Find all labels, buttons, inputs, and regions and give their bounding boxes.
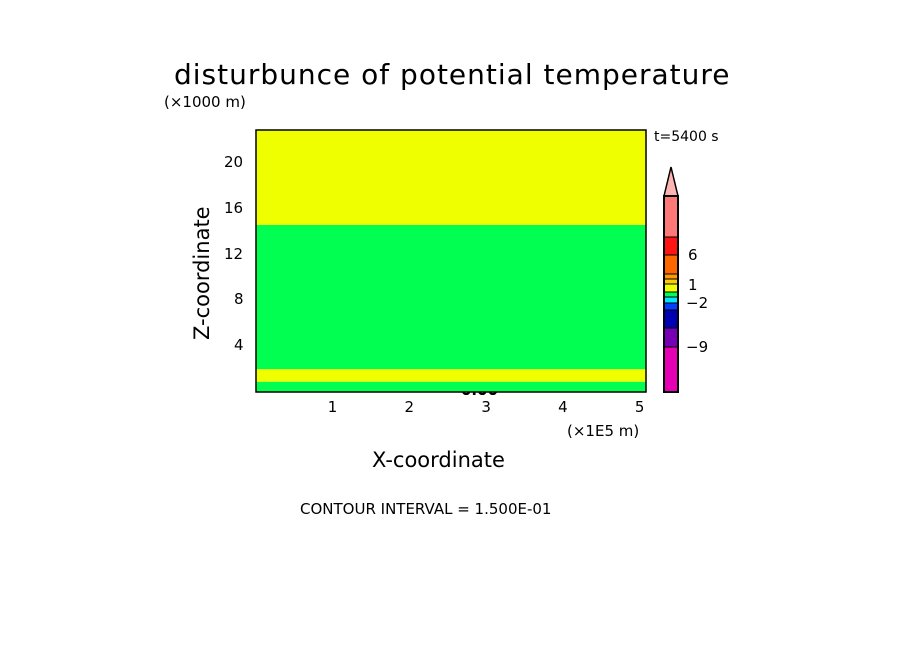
y-tick-label: 12 (224, 244, 244, 263)
y-tick-label: 8 (234, 290, 244, 309)
x-tick-label: 3 (481, 398, 491, 416)
colorbar-segment (663, 296, 679, 304)
colorbar-segment (663, 309, 679, 329)
colorbar-segment (663, 273, 679, 280)
contour-band (256, 369, 646, 382)
colorbar-segment (663, 346, 679, 393)
colorbar-segment (663, 236, 679, 256)
colorbar-segment (663, 291, 679, 298)
x-tick-label: 2 (404, 398, 415, 416)
colorbar-extend-arrow (663, 166, 679, 197)
contour-band (256, 381, 646, 392)
plot-frame (255, 129, 647, 393)
colorbar-segment (663, 283, 679, 293)
chart-title: disturbunce of potential temperature (174, 58, 731, 91)
colorbar-segment (663, 302, 679, 311)
x-tick-label: 1 (327, 398, 338, 416)
y-tick-label: 4 (234, 336, 244, 355)
colorbar-frame (663, 195, 679, 393)
x-tick-label: 4 (558, 398, 568, 416)
y-tick-label: 20 (224, 153, 244, 172)
colorbar-segment (663, 195, 679, 238)
x-unit-label: (×1E5 m) (567, 422, 640, 440)
x-axis-label: X-coordinate (372, 448, 505, 472)
colorbar-label: 1 (688, 276, 698, 294)
colorbar-label: −9 (686, 338, 709, 356)
colorbar-segment (663, 278, 679, 285)
x-tick-label: 5 (634, 398, 645, 416)
colorbar-segment (663, 327, 679, 348)
contour-band (256, 224, 646, 370)
colorbar-segment (663, 254, 679, 275)
time-label: t=5400 s (654, 129, 719, 145)
footer-contour-interval: CONTOUR INTERVAL = 1.500E-01 (300, 500, 552, 518)
colorbar-label: 6 (688, 246, 698, 264)
colorbar-label: −2 (686, 294, 709, 312)
contour-label: 0.00 (461, 390, 498, 399)
y-tick-label: 16 (224, 198, 244, 217)
y-unit-label: (×1000 m) (164, 93, 246, 111)
contour-band (256, 130, 646, 225)
